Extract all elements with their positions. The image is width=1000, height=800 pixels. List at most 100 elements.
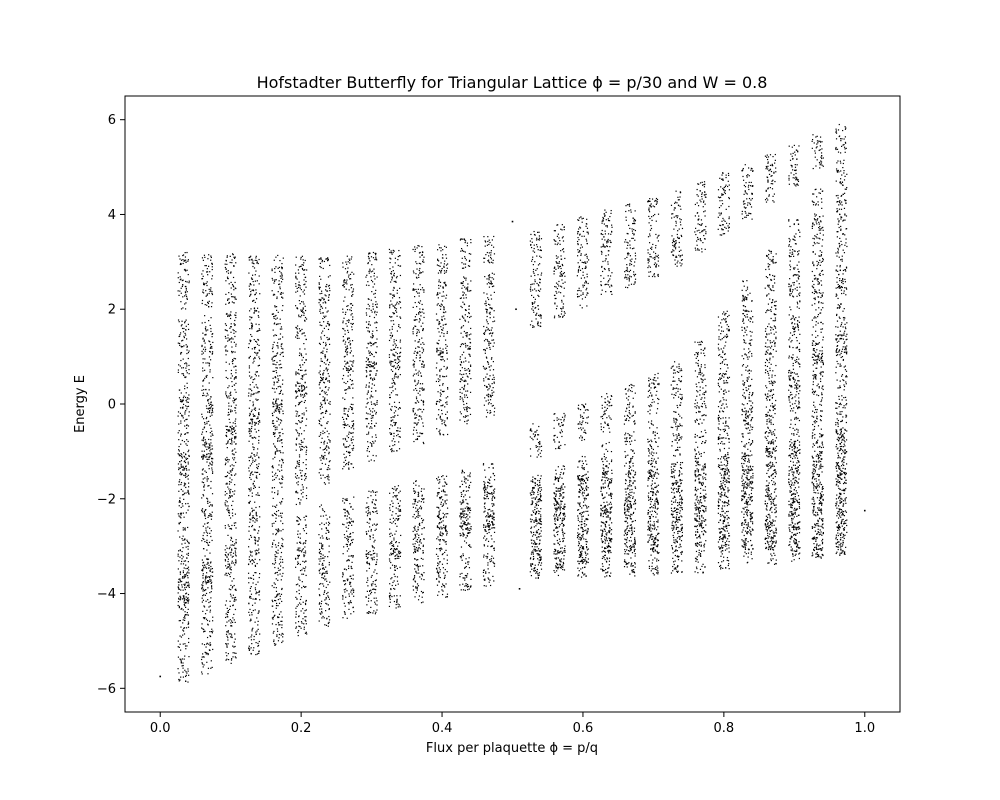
data-point [254, 587, 256, 589]
data-point [281, 268, 283, 270]
data-point [325, 391, 327, 393]
data-point [372, 534, 374, 536]
data-point [305, 318, 308, 320]
data-point [420, 263, 422, 265]
data-point [279, 270, 281, 273]
data-point [249, 590, 251, 592]
data-point [231, 636, 233, 638]
data-point [323, 441, 325, 443]
data-point [178, 455, 181, 457]
data-point [297, 557, 299, 559]
data-point [278, 616, 280, 619]
data-point [321, 324, 323, 327]
data-point [275, 596, 278, 598]
data-point [202, 534, 204, 537]
data-point [346, 362, 348, 364]
data-point [415, 354, 418, 356]
data-point [178, 281, 180, 284]
data-point [252, 280, 254, 283]
data-point [257, 338, 259, 341]
data-point [202, 370, 204, 372]
data-point [295, 444, 298, 446]
data-point [300, 499, 302, 501]
data-point [422, 400, 425, 402]
data-point [373, 403, 375, 405]
data-point [275, 334, 278, 337]
data-point [202, 291, 204, 293]
data-point [319, 420, 321, 423]
data-point [232, 359, 234, 361]
data-point [367, 327, 369, 329]
data-point [389, 445, 391, 447]
data-point [188, 541, 190, 544]
data-point [181, 665, 183, 667]
data-point [390, 250, 392, 252]
data-point [370, 309, 372, 311]
data-point [277, 311, 279, 313]
data-point [177, 586, 179, 588]
data-point [324, 427, 326, 429]
data-point [422, 441, 424, 444]
data-point [349, 262, 351, 264]
data-point [254, 602, 256, 604]
data-point [350, 307, 352, 309]
data-point [391, 303, 393, 305]
data-point [326, 430, 328, 432]
data-point [182, 505, 184, 507]
data-point [255, 422, 257, 424]
data-point [295, 264, 297, 266]
data-point [345, 588, 347, 590]
data-point [229, 430, 231, 432]
data-point [277, 509, 280, 512]
data-point [326, 445, 328, 447]
data-point [228, 620, 230, 622]
data-point [181, 554, 183, 557]
data-point [233, 257, 236, 259]
data-point [186, 291, 188, 293]
data-point [254, 409, 257, 411]
data-point [419, 310, 421, 313]
data-point [341, 416, 344, 419]
data-point [344, 437, 346, 440]
data-point [231, 512, 234, 514]
data-point [250, 473, 252, 475]
data-point [275, 510, 278, 513]
data-point [375, 597, 377, 599]
data-point [279, 275, 281, 277]
data-point [235, 473, 237, 475]
data-point [227, 387, 229, 389]
data-point [271, 585, 273, 587]
data-point [234, 633, 236, 635]
data-point [274, 376, 276, 378]
data-point [228, 525, 230, 528]
data-point [276, 594, 278, 596]
data-point [278, 338, 280, 340]
data-point [369, 397, 371, 399]
data-point [370, 394, 372, 396]
data-point [234, 438, 236, 440]
data-point [412, 429, 415, 431]
data-point [249, 465, 251, 467]
data-point [350, 432, 352, 434]
data-point [413, 389, 415, 391]
data-point [183, 474, 185, 476]
data-point [208, 438, 210, 441]
data-point [255, 513, 257, 515]
data-point [393, 412, 395, 414]
flux-column [341, 255, 355, 619]
data-point [229, 470, 231, 472]
data-point [274, 334, 276, 336]
data-point [227, 272, 230, 274]
data-point [389, 305, 391, 307]
data-point [422, 498, 424, 501]
data-point [367, 359, 369, 361]
data-point [393, 280, 395, 283]
data-point [395, 541, 397, 544]
data-point [319, 370, 321, 372]
data-point [376, 523, 378, 525]
data-point [323, 440, 326, 442]
data-point [231, 296, 233, 298]
data-point [376, 491, 378, 493]
data-point [249, 288, 251, 290]
data-point [252, 418, 254, 421]
